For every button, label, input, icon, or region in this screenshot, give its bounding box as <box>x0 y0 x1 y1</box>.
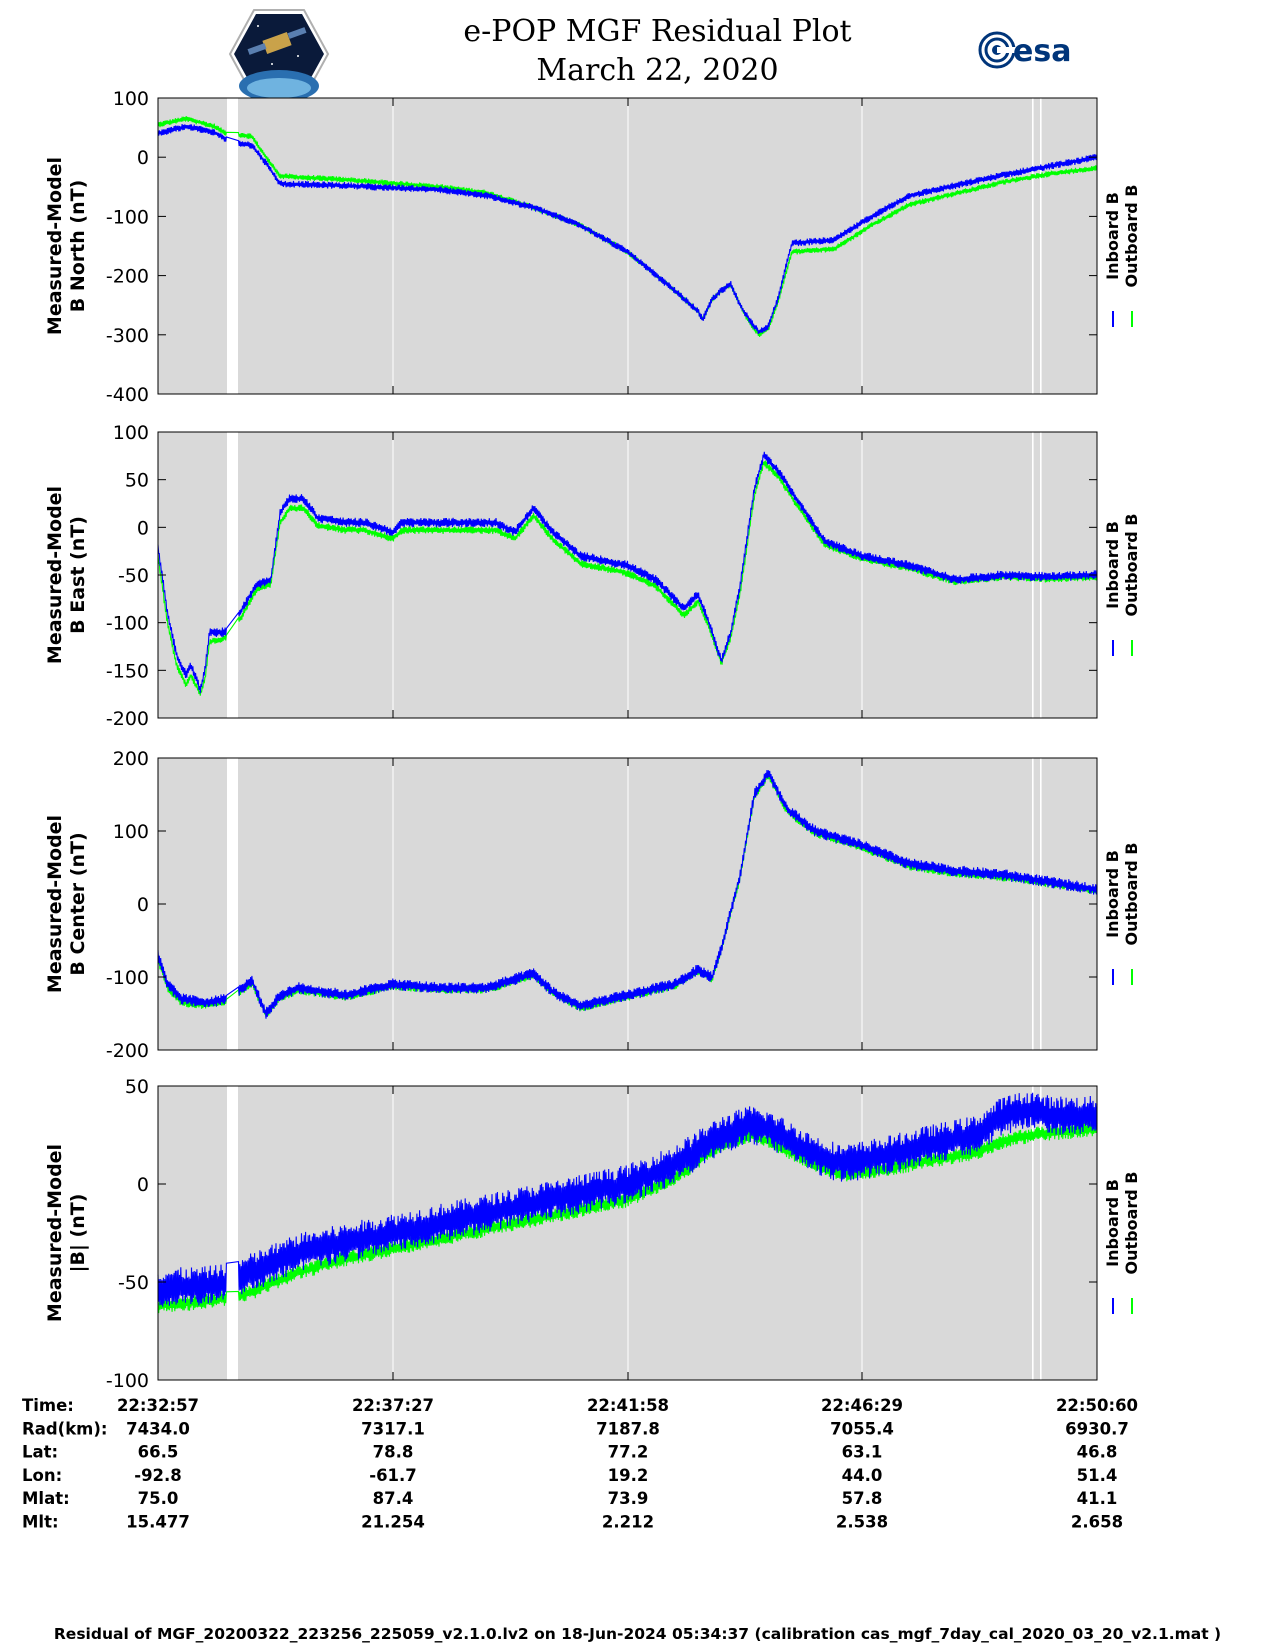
panel-2-y-tick-label: 100 <box>113 422 149 444</box>
panel-4-y-tick-label: -100 <box>106 1370 149 1392</box>
panel-4-legend-outboard-label: Outboard B <box>1122 1172 1141 1275</box>
panel-1-y-tick-label: -400 <box>106 384 149 406</box>
panel-3-inboard-series-line <box>157 769 1098 1019</box>
panel-3-y-tick-label: -100 <box>106 967 149 989</box>
ephemeris-value: 6930.7 <box>1065 1419 1129 1438</box>
panel-4-data-gap-thin <box>1040 1086 1042 1380</box>
cassiope-satellite-logo <box>228 9 330 100</box>
ephemeris-row-label: Rad(km): <box>22 1419 108 1438</box>
panel-1-y-axis-label-line2: B North (nT) <box>67 180 89 313</box>
ephemeris-value: 66.5 <box>138 1443 179 1462</box>
ephemeris-value: 77.2 <box>608 1443 649 1462</box>
plot-date: March 22, 2020 <box>536 53 779 88</box>
ephemeris-value: 22:32:57 <box>117 1396 199 1415</box>
panel-2-y-axis-label-line1: Measured-Model <box>44 486 66 664</box>
panel-1-y-tick-label: 0 <box>137 147 149 169</box>
ephemeris-value: 51.4 <box>1077 1466 1118 1485</box>
plot-title: e-POP MGF Residual Plot <box>463 14 852 49</box>
panel-1-legend-outboard-label: Outboard B <box>1122 185 1141 288</box>
panel-2-y-tick-label: -50 <box>118 565 149 587</box>
panel-3-y-tick-label: 100 <box>113 821 149 843</box>
ephemeris-value: 7317.1 <box>361 1419 425 1438</box>
panel-1-y-axis-label-line1: Measured-Model <box>44 157 66 335</box>
ephemeris-value: 44.0 <box>842 1466 883 1485</box>
panel-3-legend-outboard-label: Outboard B <box>1122 843 1141 946</box>
ephemeris-value: 46.8 <box>1077 1443 1118 1462</box>
panel-4-data-gap-thin <box>1032 1086 1034 1380</box>
ephemeris-value: 63.1 <box>842 1443 883 1462</box>
panel-4-inboard-series-line <box>157 1092 1098 1307</box>
panel-2-y-tick-label: 50 <box>125 470 149 492</box>
ephemeris-value: 22:41:58 <box>587 1396 669 1415</box>
ephemeris-value: 75.0 <box>138 1489 179 1508</box>
ephemeris-value: 57.8 <box>842 1489 883 1508</box>
ephemeris-row-label: Mlat: <box>22 1489 70 1508</box>
panel-1-data-gap-thin <box>1040 98 1042 394</box>
panel-2-y-axis-label-line2: B East (nT) <box>67 516 89 634</box>
ephemeris-value: 41.1 <box>1077 1489 1118 1508</box>
panel-3-y-axis-label-line2: B Center (nT) <box>67 832 89 975</box>
ephemeris-value: 7434.0 <box>126 1419 190 1438</box>
panel-2-y-tick-label: -150 <box>106 660 149 682</box>
panel-2-y-tick-label: -200 <box>106 708 149 730</box>
panel-1-y-tick-label: 100 <box>113 88 149 110</box>
footer-caption: Residual of MGF_20200322_223256_225059_v… <box>53 1625 1222 1643</box>
panel-4-y-tick-label: 50 <box>125 1076 149 1098</box>
panel-4-legend-inboard-label: Inboard B <box>1103 1179 1122 1267</box>
panel-2-legend-inboard-label: Inboard B <box>1103 521 1122 609</box>
panel-3-y-tick-label: 0 <box>137 894 149 916</box>
ephemeris-value: 78.8 <box>373 1443 414 1462</box>
panel-3-data-gap-thin <box>1032 758 1034 1050</box>
panel-1-data-gap <box>227 98 238 394</box>
panel-2-y-tick-label: -100 <box>106 613 149 635</box>
ephemeris-value: 87.4 <box>373 1489 414 1508</box>
esa-logo: esa <box>978 31 1071 69</box>
panel-3-data-gap-thin <box>1040 758 1042 1050</box>
ephemeris-value: 2.212 <box>602 1513 654 1532</box>
ephemeris-value: 2.658 <box>1071 1513 1123 1532</box>
ephemeris-value: 73.9 <box>608 1489 649 1508</box>
panel-2-legend-outboard-label: Outboard B <box>1122 514 1141 617</box>
ephemeris-value: 22:37:27 <box>352 1396 434 1415</box>
ephemeris-value: 7187.8 <box>596 1419 660 1438</box>
esa-logo-text: esa <box>1013 34 1071 69</box>
panel-4-data-gap <box>227 1086 238 1380</box>
panel-4-y-tick-label: -50 <box>118 1272 149 1294</box>
ephemeris-row-label: Lon: <box>22 1466 62 1485</box>
panel-1-data-gap-thin <box>1032 98 1034 394</box>
panel-2-inboard-series-line <box>157 451 1098 694</box>
panel-1-legend-inboard-label: Inboard B <box>1103 192 1122 280</box>
ephemeris-value: 7055.4 <box>830 1419 894 1438</box>
panel-4-y-axis-label-line2: |B| (nT) <box>67 1194 89 1273</box>
panel-3-data-gap <box>227 758 238 1050</box>
ephemeris-value: 22:50:60 <box>1056 1396 1138 1415</box>
ephemeris-row-label: Lat: <box>22 1443 58 1462</box>
panel-4-y-axis-label-line1: Measured-Model <box>44 1144 66 1322</box>
panel-3-y-tick-label: -200 <box>106 1040 149 1062</box>
panel-1-y-tick-label: -100 <box>106 206 149 228</box>
ephemeris-value: 22:46:29 <box>821 1396 903 1415</box>
ephemeris-value: 19.2 <box>608 1466 649 1485</box>
panel-3-legend-inboard-label: Inboard B <box>1103 850 1122 938</box>
ephemeris-value: -61.7 <box>369 1466 417 1485</box>
ephemeris-row-label: Mlt: <box>22 1513 59 1532</box>
ephemeris-value: 21.254 <box>361 1513 425 1532</box>
panel-1-inboard-series-line <box>157 123 1098 335</box>
panel-3-y-axis-label-line1: Measured-Model <box>44 815 66 993</box>
panel-1-y-tick-label: -300 <box>106 325 149 347</box>
panel-1-y-tick-label: -200 <box>106 266 149 288</box>
ephemeris-value: 15.477 <box>126 1513 190 1532</box>
ephemeris-row-label: Time: <box>22 1396 74 1415</box>
panel-3-y-tick-label: 200 <box>113 748 149 770</box>
panel-4-y-tick-label: 0 <box>137 1174 149 1196</box>
panel-2-y-tick-label: 0 <box>137 517 149 539</box>
ephemeris-value: -92.8 <box>134 1466 182 1485</box>
ephemeris-value: 2.538 <box>836 1513 888 1532</box>
panel-2-data-gap <box>227 432 238 718</box>
